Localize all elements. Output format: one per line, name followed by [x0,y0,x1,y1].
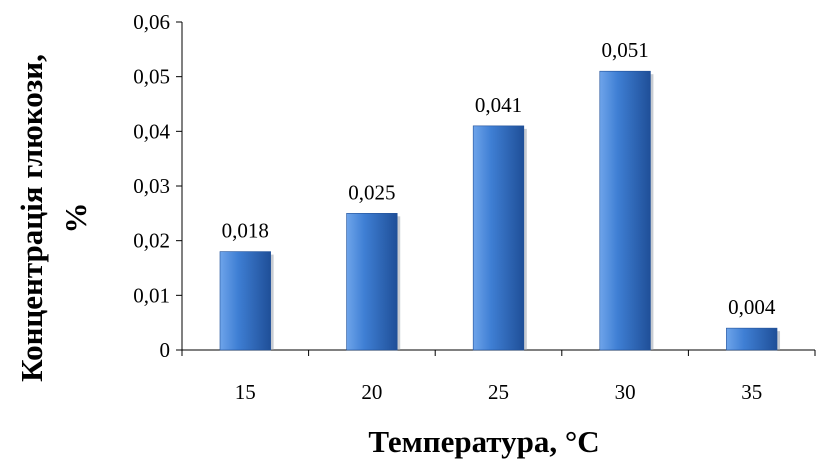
y-tick-label: 0,04 [133,119,170,143]
y-tick-label: 0,02 [133,229,170,253]
bar-30 [599,70,651,351]
data-label-15: 0,018 [222,219,269,243]
y-tick-label: 0,06 [133,10,170,34]
data-label-30: 0,051 [601,38,648,62]
x-tick-label: 15 [235,380,256,404]
x-ticks: 15 20 25 30 35 [181,350,816,404]
x-tick-label: 25 [488,380,509,404]
x-tick-label: 20 [361,380,382,404]
x-tick-label: 30 [615,380,636,404]
x-axis-title: Температура, °С [368,424,599,459]
y-axis-title: Концентрація глюкози, % [14,54,93,382]
y-axis-title-line2: % [58,203,93,234]
bar-15 [219,251,271,351]
y-tick-label: 0 [160,338,171,362]
y-axis-title-line1: Концентрація глюкози, [14,54,49,382]
data-label-35: 0,004 [728,295,776,319]
bars: 0,018 0,025 0,041 0,051 0,004 [219,38,781,351]
y-tick-label: 0,01 [133,283,170,307]
data-label-20: 0,025 [348,180,395,204]
x-tick-label: 35 [741,380,762,404]
y-tick-label: 0,03 [133,174,170,198]
y-ticks: 0 0,01 0,02 0,03 0,04 0,05 0,06 [133,10,182,362]
bar-35 [726,327,778,351]
bar-25 [472,125,525,351]
bar-20 [346,213,398,351]
data-label-25: 0,041 [475,93,522,117]
y-tick-label: 0,05 [133,65,170,89]
